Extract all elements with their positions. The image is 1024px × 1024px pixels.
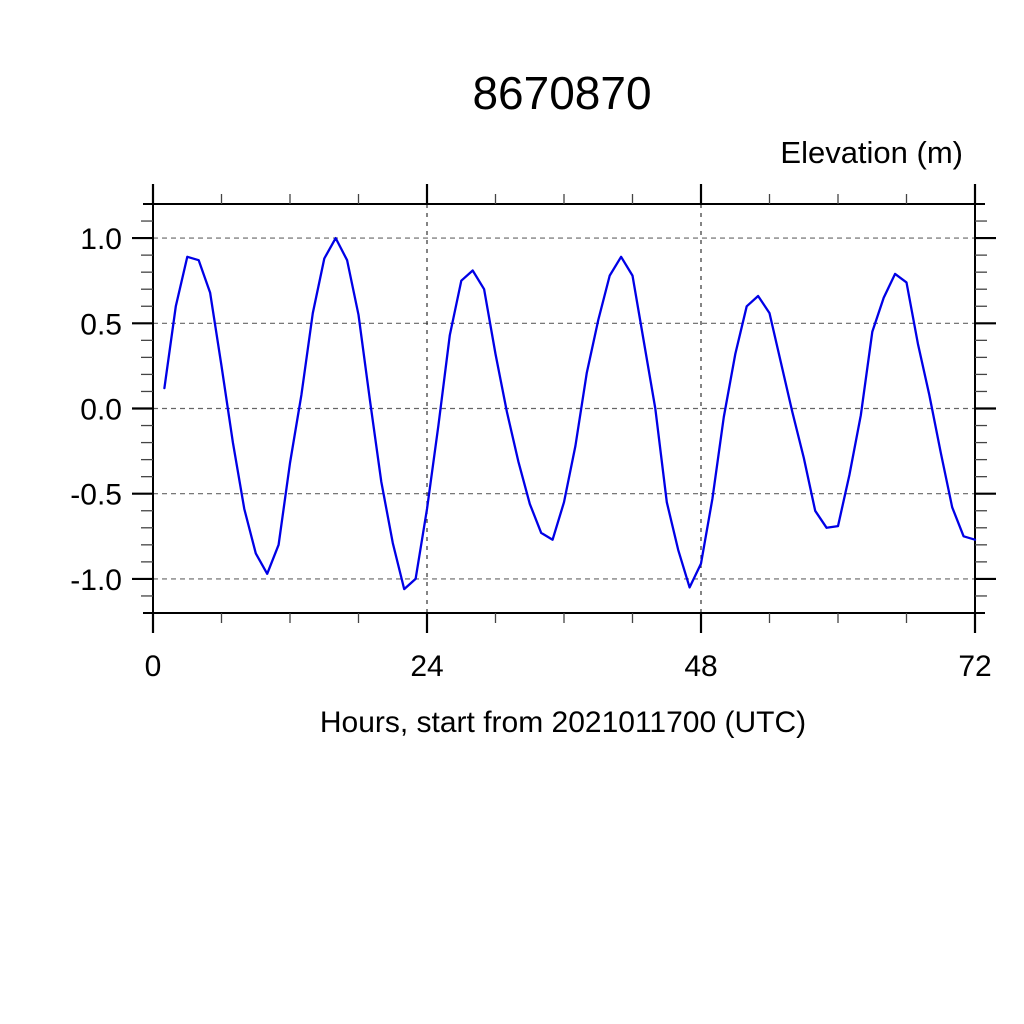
tide-curve — [163, 236, 977, 591]
y-tick-label: -1.0 — [70, 564, 122, 597]
chart-title: 8670870 — [472, 67, 651, 119]
y-tick-label: -0.5 — [70, 479, 122, 512]
x-tick-label: 72 — [958, 650, 991, 683]
x-tick-label: 24 — [410, 650, 443, 683]
y-tick-label: 0.5 — [80, 308, 122, 341]
x-axis-title: Hours, start from 2021011700 (UTC) — [320, 706, 806, 739]
y-tick-label: 1.0 — [80, 223, 122, 256]
plot-layers: 1.0 0.5 0.0 -0.5 -1.0 0 24 48 72 — [70, 184, 996, 683]
y-axis-title: Elevation (m) — [780, 135, 963, 170]
x-tick-label: 48 — [684, 650, 717, 683]
x-tick-label: 0 — [145, 650, 162, 683]
y-tick-label: 0.0 — [80, 394, 122, 427]
